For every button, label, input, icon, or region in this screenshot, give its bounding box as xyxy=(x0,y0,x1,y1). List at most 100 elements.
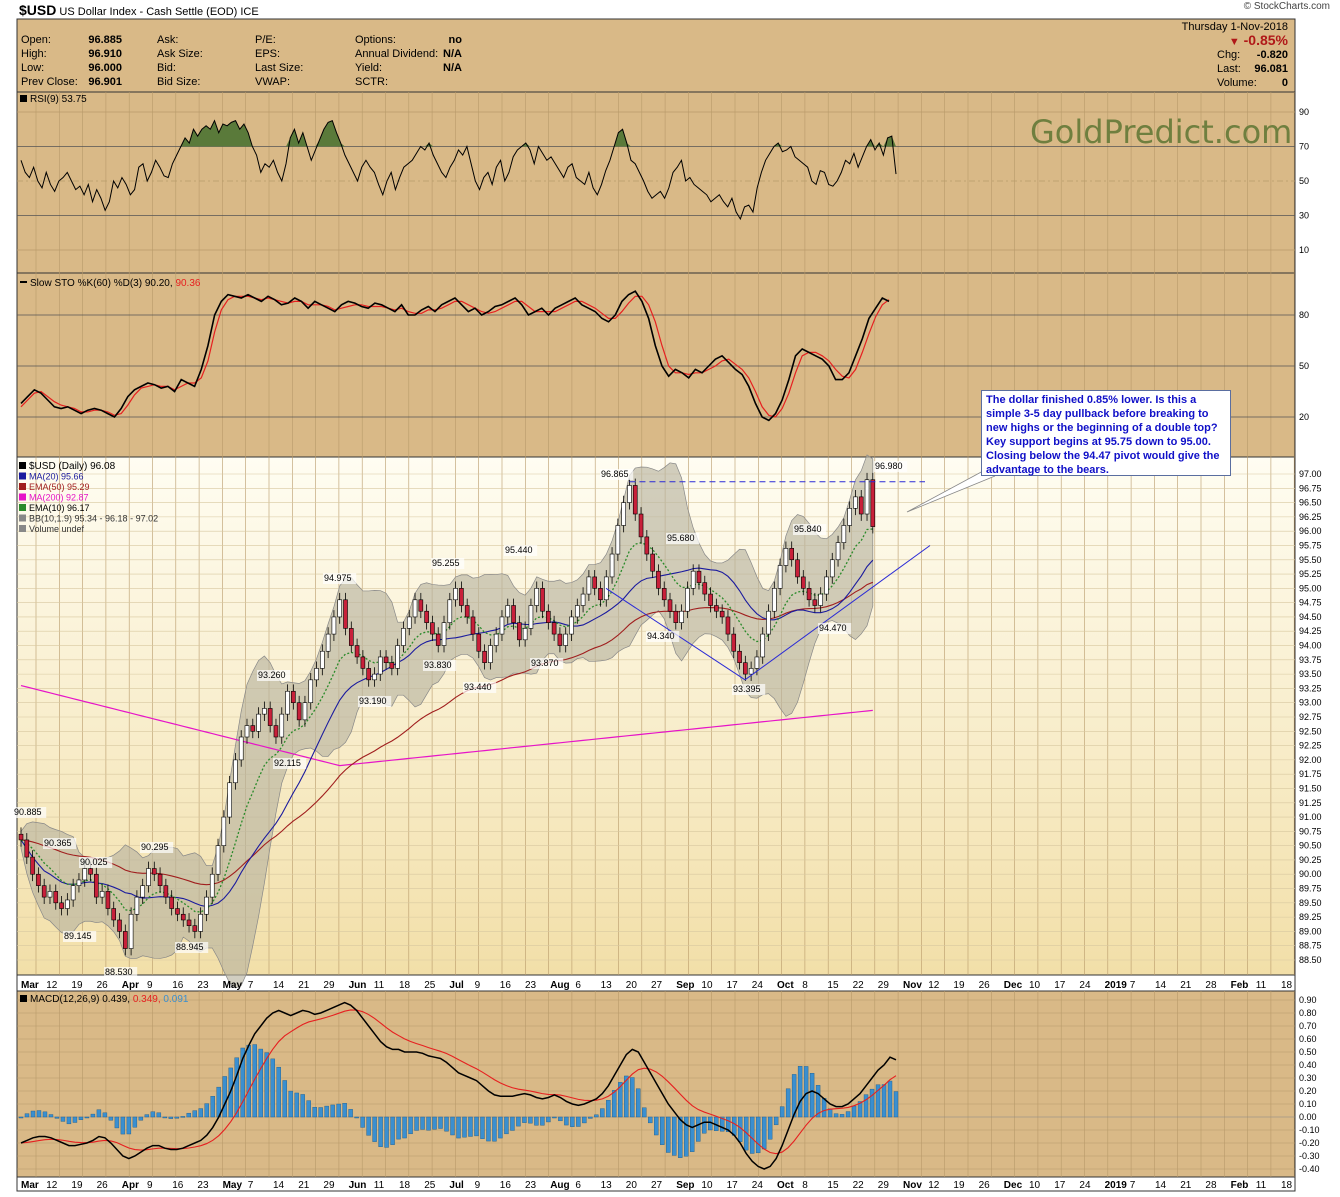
macd-hist-bar xyxy=(534,1116,539,1126)
candle-body xyxy=(377,656,383,675)
ask-label: Ask: xyxy=(157,34,179,46)
x-label-top-9: 7 xyxy=(248,980,254,991)
annotation-box: The dollar finished 0.85% lower. Is this… xyxy=(981,390,1231,476)
macd-hist-bar xyxy=(174,1116,180,1119)
price-tick-89.50: 89.50 xyxy=(1299,898,1322,908)
price-tick-92.00: 92.00 xyxy=(1299,755,1322,765)
candle-body xyxy=(99,891,105,898)
x-label-bottom-48: Feb xyxy=(1231,1180,1249,1191)
x-label-top-32: 15 xyxy=(827,980,839,991)
price-legend-swatch-2 xyxy=(19,483,26,490)
price-legend-swatch-0 xyxy=(19,462,26,469)
candle-body xyxy=(238,736,244,761)
candle-body xyxy=(488,645,493,663)
macd-hist-bar xyxy=(396,1116,401,1140)
x-label-top-17: Jul xyxy=(449,980,464,991)
x-label-bottom-20: 23 xyxy=(525,1180,537,1191)
macd-hist-bar xyxy=(564,1116,569,1126)
macd-hist-bar xyxy=(684,1116,689,1157)
macd-hist-bar xyxy=(869,1088,875,1118)
candle-body xyxy=(690,570,696,589)
macd-hist-bar xyxy=(540,1116,545,1126)
macd-hist-bar xyxy=(725,1116,731,1132)
asksize-label: Ask Size: xyxy=(157,48,203,60)
price-label-bg xyxy=(666,533,700,544)
candle-body xyxy=(482,650,487,663)
macd-hist-bar xyxy=(270,1058,275,1118)
macd-hist-bar xyxy=(731,1116,737,1136)
macd-hist-bar xyxy=(156,1112,162,1118)
price-legend-swatch-3 xyxy=(19,493,26,501)
macd-hist-bar xyxy=(312,1107,317,1118)
price-label-bg xyxy=(79,857,113,868)
macd-hist-bar xyxy=(102,1112,108,1118)
macd-hist-bar xyxy=(582,1116,587,1124)
candle-body xyxy=(754,656,760,669)
candle-body xyxy=(841,525,847,543)
lastsize-label: Last Size: xyxy=(255,62,304,74)
candle-body xyxy=(65,899,70,909)
price-legend-text-1: MA(20) 95.66 xyxy=(29,472,84,482)
price-tick-89.00: 89.00 xyxy=(1299,926,1322,936)
candle-body xyxy=(453,588,458,601)
macd-hist-bar xyxy=(240,1047,245,1118)
candle-body xyxy=(800,576,806,589)
candle-body xyxy=(737,650,742,663)
macd-tick-0.60: 0.60 xyxy=(1299,1034,1317,1044)
x-label-top-25: 27 xyxy=(651,980,663,991)
price-label-90.295: 90.295 xyxy=(141,842,169,852)
candle-body xyxy=(285,690,290,715)
yield-label: Yield: xyxy=(355,62,383,74)
candle-body xyxy=(719,610,725,618)
candle-body xyxy=(76,879,82,886)
x-label-bottom-35: Nov xyxy=(903,1180,922,1191)
macd-hist-bar xyxy=(288,1090,293,1118)
sto-legend-k: Slow STO %K(60) %D(3) 90.20, xyxy=(30,278,175,289)
candle-body xyxy=(621,502,626,526)
price-label-bg xyxy=(423,660,457,671)
sto-legend-text: Slow STO %K(60) %D(3) 90.20, 90.36 xyxy=(30,278,201,289)
price-legend-text-3: MA(200) 92.87 xyxy=(29,493,89,503)
macd-hist-bar xyxy=(498,1116,503,1139)
candle-body xyxy=(36,873,41,886)
x-label-top-44: 7 xyxy=(1130,980,1136,991)
x-label-bottom-4: Apr xyxy=(122,1180,139,1191)
macd-hist-bar xyxy=(252,1044,257,1118)
macd-hist-bar xyxy=(761,1116,767,1150)
x-label-bottom-36: 12 xyxy=(928,1180,940,1191)
macd-hist-bar xyxy=(168,1116,174,1119)
candle-body xyxy=(291,690,296,704)
macd-hist-bar xyxy=(588,1116,593,1119)
macd-hist-bar xyxy=(468,1116,473,1137)
macd-hist-bar xyxy=(719,1116,725,1132)
price-legend-text-4: EMA(10) 96.17 xyxy=(29,503,90,513)
options-label: Options: xyxy=(355,34,396,46)
macd-hist-bar xyxy=(198,1108,203,1118)
prevclose-label: Prev Close: xyxy=(21,76,78,88)
x-label-top-6: 16 xyxy=(172,980,184,991)
price-label-93.870: 93.870 xyxy=(531,658,559,668)
candle-body xyxy=(314,668,319,681)
candle-body xyxy=(250,725,256,732)
macd-legend-part-0: MACD(12,26,9) 0.439, xyxy=(30,994,133,1005)
price-legend-text-2: EMA(50) 95.29 xyxy=(29,482,90,492)
x-label-bottom-24: 20 xyxy=(626,1180,638,1191)
candle-body xyxy=(760,633,766,658)
candle-body xyxy=(233,759,238,784)
annotation-pointer xyxy=(906,469,996,513)
candle-body xyxy=(360,656,366,669)
candle-body xyxy=(627,485,632,503)
x-label-top-34: 29 xyxy=(878,980,890,991)
price-label-95.440: 95.440 xyxy=(505,545,533,555)
change-pct: ▼ -0.85% xyxy=(1228,32,1288,48)
chg-value: -0.820 xyxy=(1256,49,1288,61)
candle-body xyxy=(192,925,198,932)
x-label-bottom-7: 23 xyxy=(197,1180,209,1191)
candle-body xyxy=(244,725,250,738)
macd-hist-bar xyxy=(893,1091,899,1118)
x-label-bottom-2: 19 xyxy=(71,1180,83,1191)
price-label-96.980: 96.980 xyxy=(875,461,903,471)
candle-body xyxy=(424,610,429,623)
macd-hist-bar xyxy=(414,1116,419,1131)
